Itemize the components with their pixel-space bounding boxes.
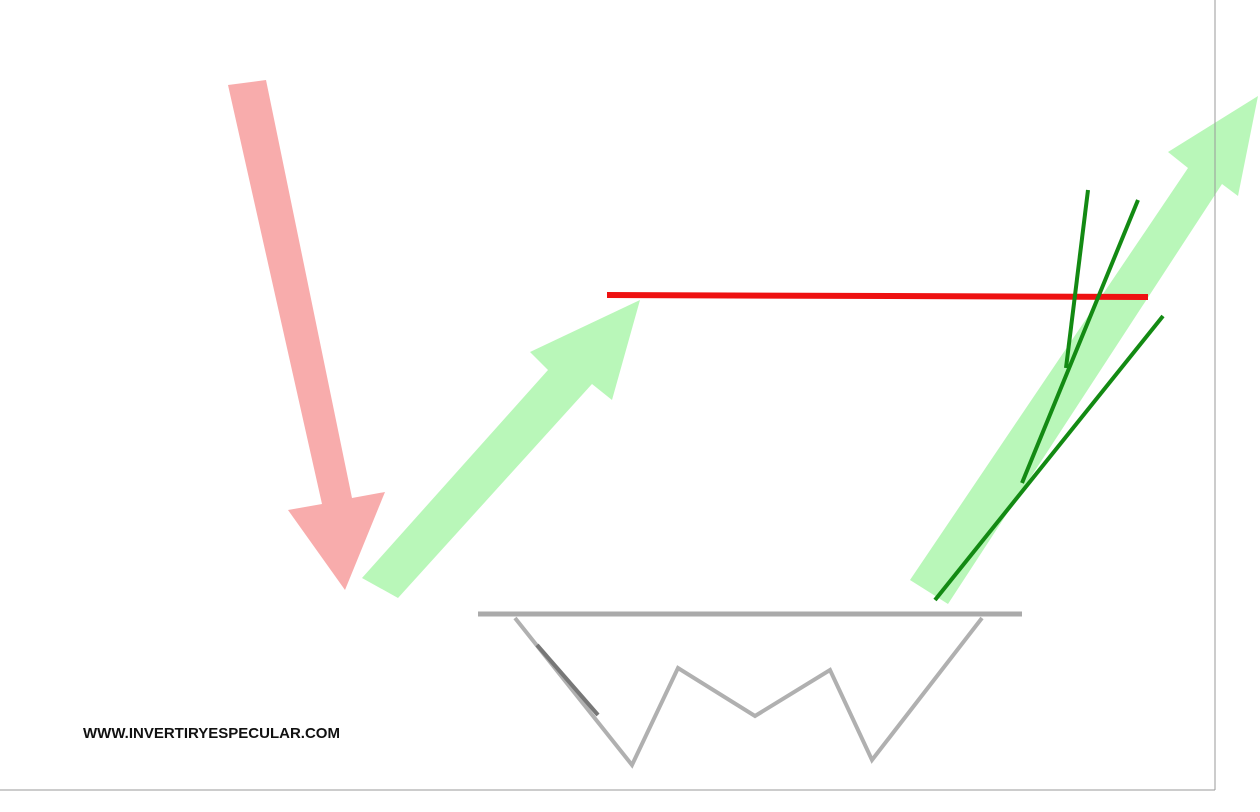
red-arrow [228,80,385,590]
green-arrow [362,300,640,598]
watermark: WWW.INVERTIRYESPECULAR.COM [83,725,340,742]
trend-line [933,314,1165,602]
drawings [228,80,1258,769]
green-arrow [910,96,1258,604]
trend-line [1064,189,1090,369]
trend-line [1020,199,1140,484]
resistance-line [606,292,1149,300]
w-pattern [535,643,600,717]
w-pattern [513,616,984,769]
